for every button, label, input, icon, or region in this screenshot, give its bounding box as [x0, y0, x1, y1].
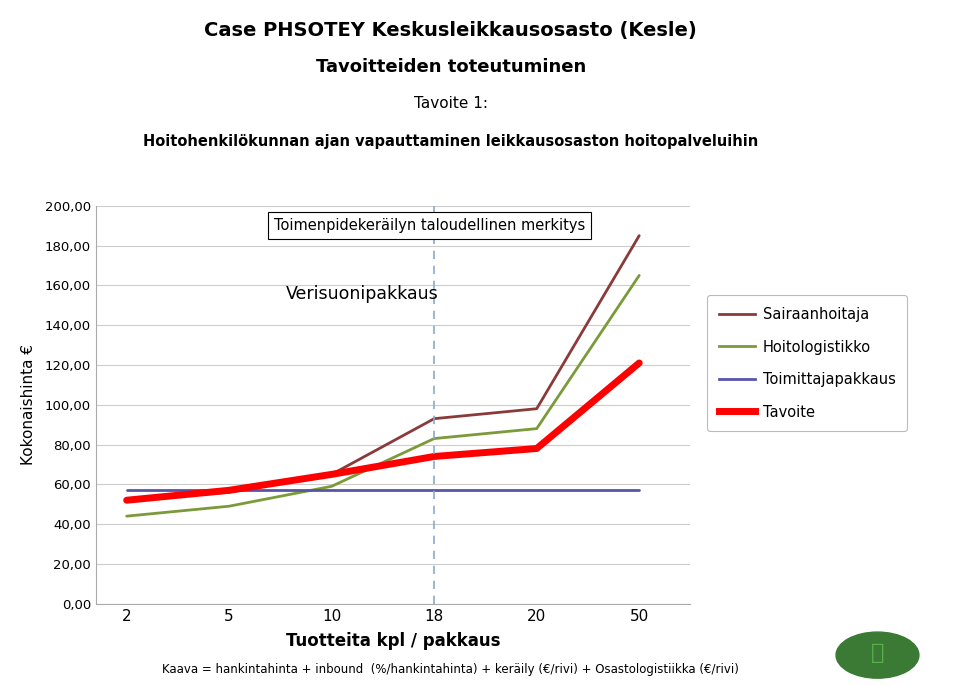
- Toimittajapakkaus: [223, 486, 235, 495]
- Tavoite: [429, 452, 440, 460]
- Sairaanhoitaja: [326, 471, 338, 479]
- Y-axis label: Kokonaishinta €: Kokonaishinta €: [21, 344, 36, 465]
- Text: Kaava = hankintahinta + inbound  (%/hankintahinta) + keräily (€/rivi) + Osastolo: Kaava = hankintahinta + inbound (%/hanki…: [162, 663, 739, 676]
- Hoitologistikko: [634, 271, 645, 280]
- Text: Case PHSOTEY Keskusleikkausosasto (Kesle): Case PHSOTEY Keskusleikkausosasto (Kesle…: [204, 21, 697, 40]
- Toimittajapakkaus: [634, 486, 645, 495]
- Sairaanhoitaja: [429, 414, 440, 423]
- Text: ✋: ✋: [871, 643, 884, 663]
- X-axis label: Tuotteita kpl / pakkaus: Tuotteita kpl / pakkaus: [286, 632, 501, 650]
- Line: Sairaanhoitaja: Sairaanhoitaja: [127, 236, 640, 500]
- Hoitologistikko: [326, 482, 338, 490]
- Toimittajapakkaus: [326, 486, 338, 495]
- Text: Toimenpidekeräilyn taloudellinen merkitys: Toimenpidekeräilyn taloudellinen merkity…: [274, 217, 586, 233]
- Legend: Sairaanhoitaja, Hoitologistikko, Toimittajapakkaus, Tavoite: Sairaanhoitaja, Hoitologistikko, Toimitt…: [708, 296, 907, 431]
- Toimittajapakkaus: [429, 486, 440, 495]
- Tavoite: [634, 359, 645, 367]
- Sairaanhoitaja: [223, 488, 235, 497]
- Toimittajapakkaus: [531, 486, 543, 495]
- Tavoite: [223, 486, 235, 495]
- Hoitologistikko: [121, 512, 132, 520]
- Circle shape: [836, 632, 919, 678]
- Text: Tavoitteiden toteutuminen: Tavoitteiden toteutuminen: [316, 58, 586, 76]
- Line: Tavoite: Tavoite: [127, 363, 640, 500]
- Sairaanhoitaja: [531, 405, 543, 413]
- Tavoite: [531, 445, 543, 453]
- Text: Verisuonipakkaus: Verisuonipakkaus: [286, 285, 439, 303]
- Text: Tavoite 1:: Tavoite 1:: [413, 96, 488, 111]
- Text: Hoitohenkilökunnan ajan vapauttaminen leikkausosaston hoitopalveluihin: Hoitohenkilökunnan ajan vapauttaminen le…: [143, 134, 759, 149]
- Sairaanhoitaja: [634, 232, 645, 240]
- Hoitologistikko: [531, 425, 543, 433]
- Hoitologistikko: [223, 502, 235, 510]
- Line: Hoitologistikko: Hoitologistikko: [127, 275, 640, 516]
- Sairaanhoitaja: [121, 496, 132, 504]
- Toimittajapakkaus: [121, 486, 132, 495]
- Tavoite: [326, 471, 338, 479]
- Tavoite: [121, 496, 132, 504]
- Hoitologistikko: [429, 434, 440, 442]
